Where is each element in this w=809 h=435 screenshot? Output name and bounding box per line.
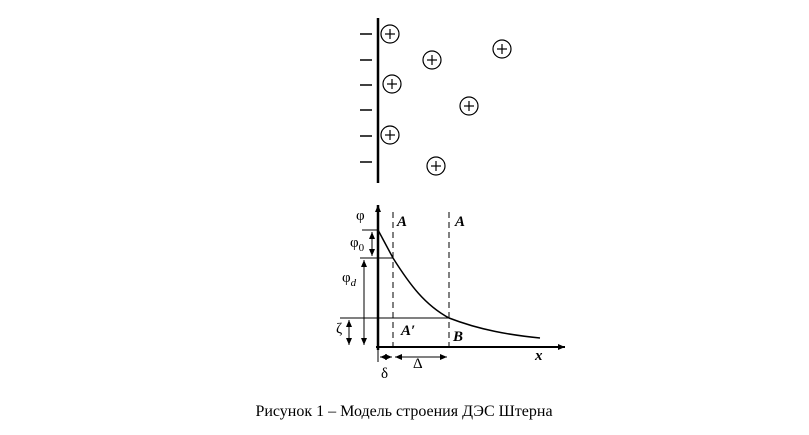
ion xyxy=(422,50,442,70)
ion xyxy=(459,96,479,116)
label-b: B xyxy=(452,329,463,345)
label-delta-big: Δ xyxy=(413,356,423,372)
negative-charges xyxy=(360,33,372,163)
label-a: A xyxy=(396,214,407,230)
label-x: x xyxy=(534,348,543,364)
label-phi: φ xyxy=(356,208,365,224)
label-phid: φd xyxy=(342,270,357,289)
ion xyxy=(380,24,400,44)
potential-curve xyxy=(377,229,541,339)
label-a-prime: A′ xyxy=(400,323,415,339)
label-phi0: φ0 xyxy=(350,235,365,254)
label-zeta: ζ xyxy=(336,321,342,337)
ion xyxy=(382,74,402,94)
symbol: φ xyxy=(342,270,351,286)
label-a: A xyxy=(454,214,465,230)
electrode-layer xyxy=(360,18,512,183)
label-delta-small: δ xyxy=(381,366,388,382)
ion xyxy=(492,39,512,59)
caption: Рисунок 1 – Модель строения ДЭС Штерна xyxy=(255,403,552,420)
subscript: 0 xyxy=(359,242,365,254)
potential-graph: φ A A φ0 φd ζ A′ B x Δ δ xyxy=(336,205,565,382)
ion xyxy=(426,156,446,176)
positive-ions xyxy=(380,24,512,176)
subscript: d xyxy=(351,277,357,289)
symbol: φ xyxy=(350,235,359,251)
ion xyxy=(380,125,400,145)
